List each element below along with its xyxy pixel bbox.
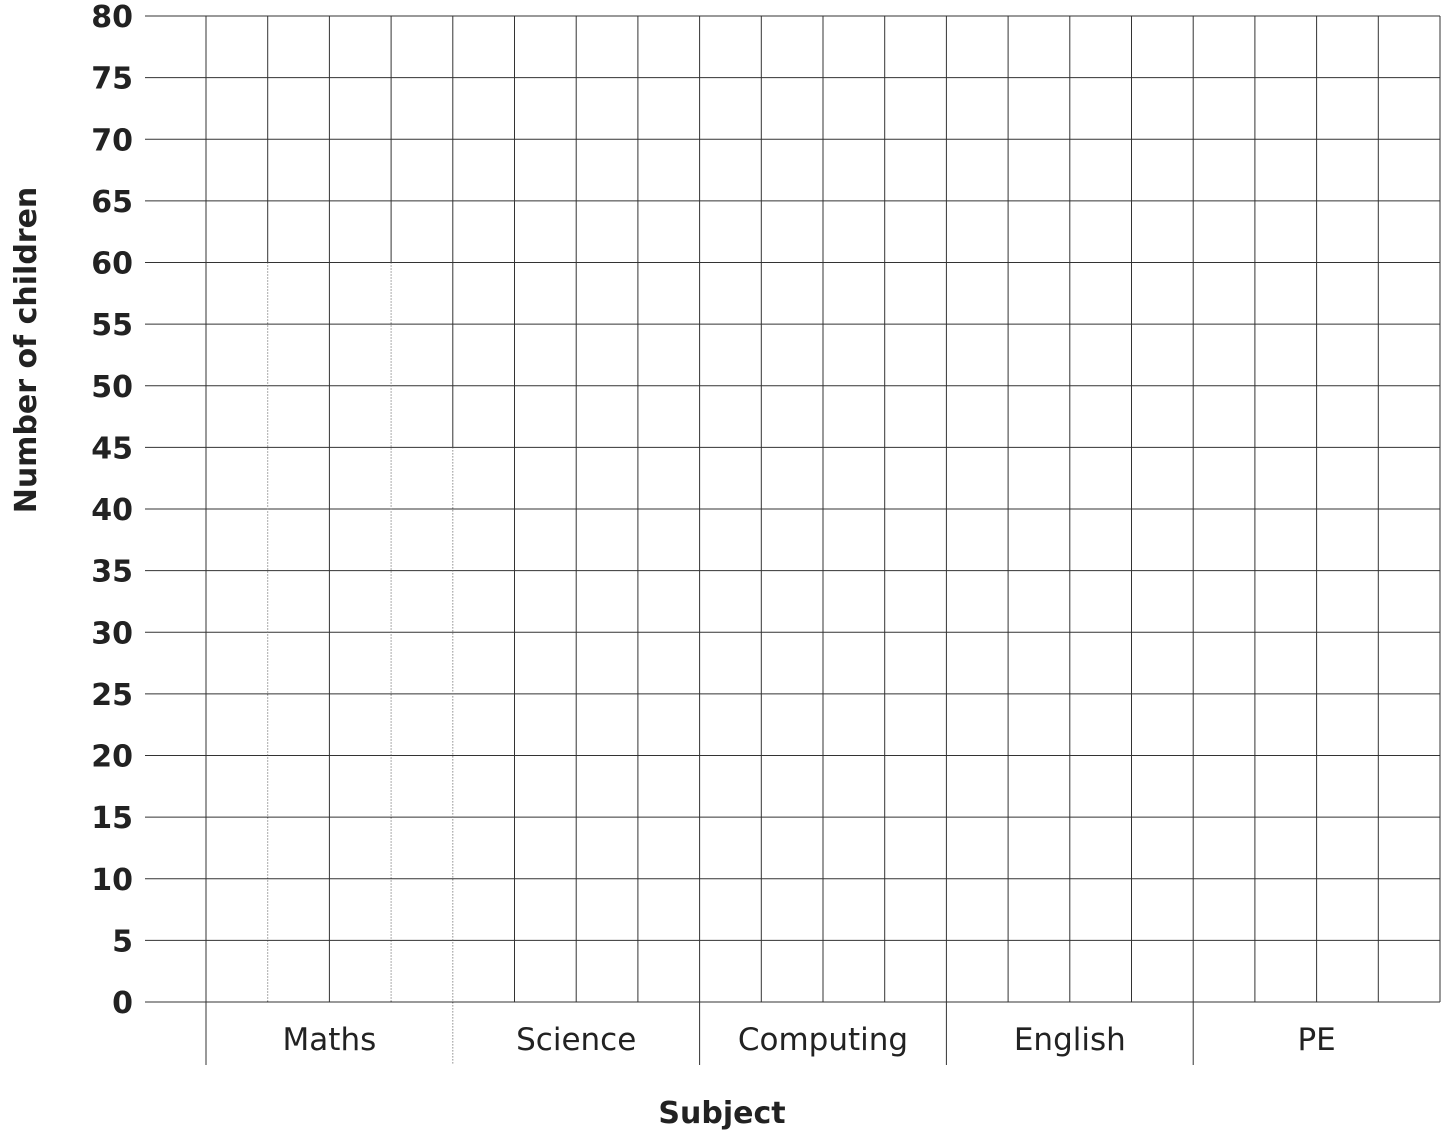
x-category-label: Computing xyxy=(738,1022,908,1058)
y-tick-label: 70 xyxy=(91,123,133,158)
y-tick-label: 45 xyxy=(91,431,133,466)
grid xyxy=(145,15,1441,1065)
y-tick-label: 30 xyxy=(91,616,133,651)
x-category-label: PE xyxy=(1297,1022,1335,1058)
y-tick-label: 15 xyxy=(91,801,133,836)
x-category-label: Maths xyxy=(283,1022,377,1058)
x-axis-categories: Maths Science Computing English PE xyxy=(283,1022,1336,1058)
y-tick-label: 40 xyxy=(91,493,133,528)
y-tick-label: 65 xyxy=(91,185,133,220)
y-tick-label: 20 xyxy=(91,740,133,775)
x-category-label: English xyxy=(1014,1022,1126,1058)
x-category-label: Science xyxy=(516,1022,636,1058)
y-tick-label: 50 xyxy=(91,370,133,405)
y-axis-ticks: 0 5 10 15 20 25 30 35 40 45 50 55 60 65 70 75 80 xyxy=(91,0,133,1021)
y-tick-label: 75 xyxy=(91,62,133,97)
y-tick-label: 25 xyxy=(91,678,133,713)
x-axis-title: Subject xyxy=(658,1096,785,1131)
y-tick-label: 10 xyxy=(91,863,133,898)
y-tick-label: 60 xyxy=(91,247,133,282)
y-tick-label: 35 xyxy=(91,555,133,590)
y-axis-title: Number of children xyxy=(9,187,44,514)
y-tick-label: 55 xyxy=(91,308,133,343)
y-tick-label: 0 xyxy=(112,986,133,1021)
y-tick-label: 80 xyxy=(91,0,133,35)
y-tick-label: 5 xyxy=(112,924,133,959)
